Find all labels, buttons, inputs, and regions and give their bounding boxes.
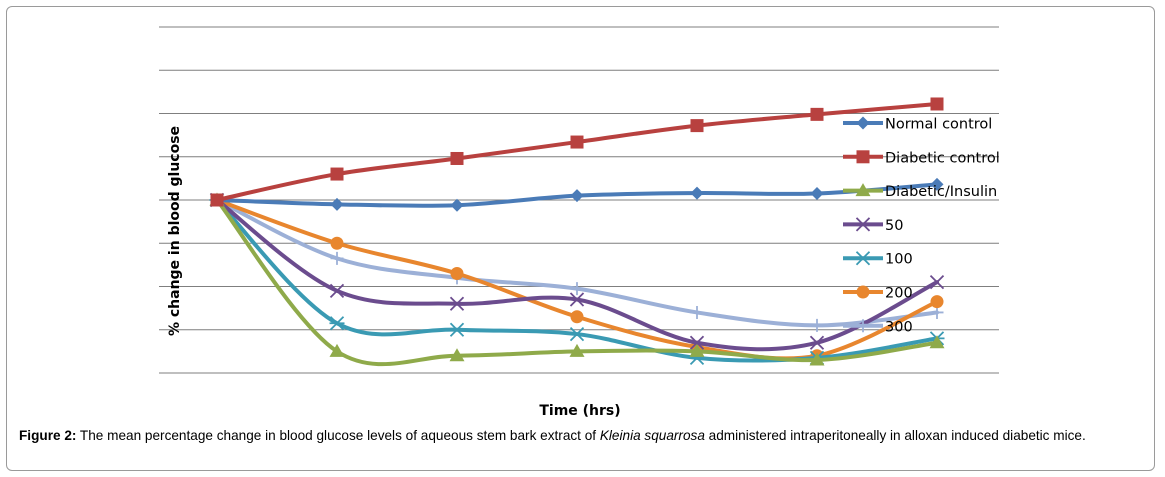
x-axis-label: Time (hrs) [539,403,620,419]
data-point [570,282,584,296]
data-point [329,316,345,331]
data-point [450,267,464,281]
caption-species: Kleinia squarrosa [599,428,705,443]
data-point [809,335,825,350]
legend-marker [855,251,871,266]
series-line [215,101,939,202]
data-point [810,107,824,121]
series-line [215,198,939,328]
series-group [209,97,945,367]
caption-label: Figure 2: [19,428,77,443]
series-line [215,198,939,363]
data-point [810,318,824,332]
legend-label: 200 [885,286,913,302]
data-point [929,335,945,349]
legend-label: Diabetic control [885,150,1000,166]
series-diabetic-insulin [209,192,945,367]
line-chart: Normal control Diabetic control Diabetic/I… [159,26,1000,419]
data-point [809,352,825,366]
caption-text-after: administered intraperitoneally in alloxa… [704,428,1086,443]
data-point [330,236,344,250]
legend-item: 100 [843,251,913,268]
legend-label: 50 [885,218,903,234]
data-point [449,296,465,311]
series-diabetic-control [210,97,944,207]
data-point [689,335,705,350]
y-axis-label: % change in blood glucose [167,126,183,336]
data-point [930,177,944,191]
legend-item: Diabetic control [843,150,1000,166]
legend-item: 50 [843,217,903,234]
legend: Normal control Diabetic control Diabetic/I… [843,116,1000,335]
data-point [690,186,704,200]
figure-caption: Figure 2: The mean percentage change in … [19,427,1144,445]
legend-label: Diabetic/Insulin [885,184,997,200]
legend-item: Normal control [843,116,992,133]
data-point [569,292,585,307]
data-point [570,135,584,149]
data-point [329,283,345,298]
data-point [330,197,344,211]
legend-label: 100 [885,252,913,268]
legend-marker [856,116,870,130]
data-point [930,97,944,111]
data-point [810,187,824,201]
legend-label: 300 [885,319,913,335]
legend-marker [856,319,870,333]
data-point [929,275,945,290]
data-point [570,310,584,324]
data-point [690,305,704,319]
data-point [569,326,585,342]
data-point [570,189,584,203]
caption-text-before: The mean percentage change in blood gluc… [76,428,600,443]
data-point [210,193,224,207]
data-point [450,151,464,165]
figure-frame: Normal control Diabetic control Diabetic/I… [6,6,1155,471]
legend-label: Normal control [885,117,992,133]
legend-marker [856,285,870,299]
data-point [450,198,464,212]
data-point [930,295,944,309]
data-point [449,322,465,337]
legend-item: 200 [843,285,913,302]
data-point [330,167,344,181]
data-point [330,251,344,265]
legend-item: 300 [843,319,913,335]
legend-marker [856,150,870,164]
data-point [329,343,345,357]
data-point [569,343,585,357]
series-normal-control [210,177,944,212]
legend-marker [855,183,871,197]
legend-marker [855,217,871,232]
data-point [689,343,705,357]
legend-item: Diabetic/Insulin [843,183,997,200]
data-point [690,119,704,133]
data-point [449,348,465,362]
